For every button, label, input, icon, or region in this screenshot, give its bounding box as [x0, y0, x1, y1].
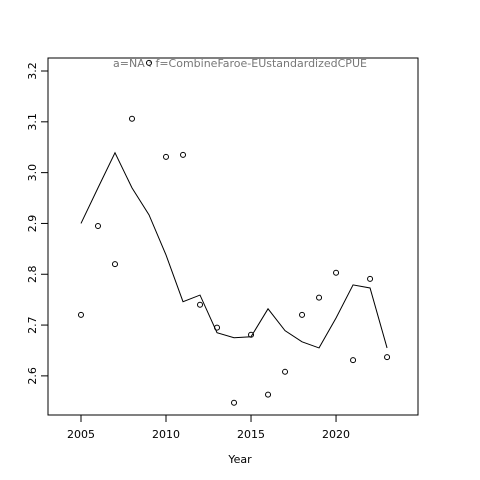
y-tick-label: 2.8: [26, 266, 39, 284]
x-tick-label: 2005: [67, 428, 95, 441]
data-point: [384, 354, 391, 361]
data-point: [282, 368, 289, 375]
data-point: [77, 311, 84, 318]
data-point: [146, 59, 153, 66]
data-point: [265, 391, 272, 398]
y-tick-label: 2.7: [26, 316, 39, 334]
data-point: [231, 399, 238, 406]
data-point: [94, 222, 101, 229]
data-point: [367, 275, 374, 282]
y-tick-label: 3.2: [26, 62, 39, 80]
data-point: [180, 151, 187, 158]
data-point: [350, 357, 357, 364]
data-point: [333, 269, 340, 276]
y-tick-label: 2.9: [26, 215, 39, 233]
data-line: [80, 151, 388, 349]
plot-frame: [47, 57, 419, 416]
data-point: [111, 261, 118, 268]
x-tick-label: 2020: [322, 428, 350, 441]
data-point: [128, 115, 135, 122]
data-point: [163, 153, 170, 160]
x-axis-label: Year: [227, 453, 252, 466]
x-tick-label: 2015: [237, 428, 265, 441]
y-tick-label: 2.6: [26, 367, 39, 385]
data-point: [316, 294, 323, 301]
data-point: [299, 311, 306, 318]
y-tick-label: 3.0: [26, 164, 39, 182]
chart-title: a=NA : f=CombineFaroe-EUstandardizedCPUE: [113, 57, 367, 70]
data-point: [197, 301, 204, 308]
y-tick-label: 3.1: [26, 113, 39, 131]
x-tick-label: 2010: [152, 428, 180, 441]
